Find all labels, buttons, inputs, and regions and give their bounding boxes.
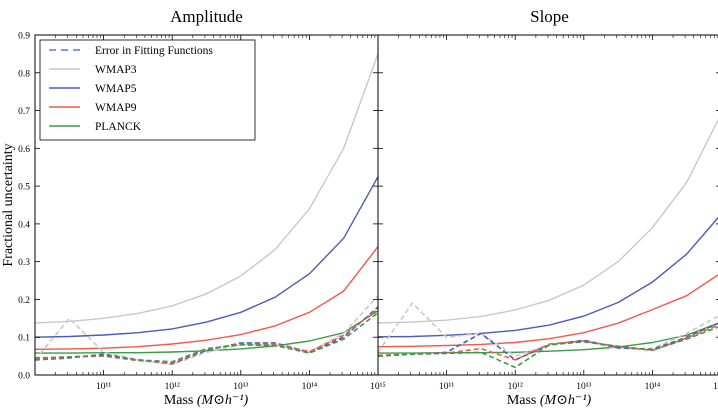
- legend-label-wmap3: WMAP3: [95, 64, 137, 76]
- ytick-label: 0.9: [18, 32, 30, 42]
- x-axis-label-unit: (M⊙h⁻¹): [197, 393, 249, 408]
- amplitude-xtick-label: 10¹⁵: [370, 382, 386, 392]
- slope-xtick-label: 10¹²: [508, 382, 523, 392]
- ytick-label: 0.6: [18, 145, 30, 155]
- slope-panel: Slope 10¹¹ 10¹² 10¹³ 10¹⁴ 10¹⁵: [377, 7, 718, 392]
- amplitude-xtick-label: 10¹²: [165, 382, 180, 392]
- ytick-label: 0.2: [18, 296, 30, 306]
- x-axis-label-text: Mass: [164, 393, 197, 408]
- amplitude-title: Amplitude: [170, 7, 243, 26]
- amplitude-series-planck: [35, 310, 379, 354]
- x-axis-label-left: Mass (M⊙h⁻¹): [164, 393, 249, 408]
- amplitude-series-error-in-fitting-functions-planck: [34, 312, 379, 363]
- ytick-label: 0.8: [18, 69, 30, 79]
- amplitude-xtick-label: 10¹⁴: [302, 382, 318, 392]
- ytick-label: 0.0: [18, 372, 30, 382]
- amplitude-xtick-label: 10¹¹: [96, 382, 111, 392]
- ytick-label: 0.3: [18, 258, 30, 268]
- amplitude-series-wmap5: [34, 176, 379, 338]
- x-axis-label-unit: (M⊙h⁻¹): [540, 393, 592, 408]
- slope-xtick-label: 10¹¹: [439, 382, 454, 392]
- amplitude-xtick-label: 10¹³: [233, 382, 248, 392]
- legend-label-wmap5: WMAP5: [95, 83, 137, 95]
- legend-label-planck: PLANCK: [95, 121, 142, 133]
- slope-series-wmap5: [377, 216, 718, 338]
- ytick-label: 0.4: [18, 220, 30, 230]
- amplitude-series-wmap9: [34, 246, 379, 350]
- slope-xtick-label: 10¹⁵: [713, 382, 718, 392]
- ytick-label: 0.1: [18, 334, 30, 344]
- legend-label-error-in-fitting-functions: Error in Fitting Functions: [95, 45, 213, 57]
- slope-xtick-label: 10¹³: [576, 382, 591, 392]
- slope-series-error-in-fitting-functions-planck: [377, 326, 718, 369]
- legend: Error in Fitting Functions WMAP3 WMAP5 WMAP…: [39, 39, 256, 141]
- x-axis-label-right: Mass (M⊙h⁻¹): [507, 393, 592, 408]
- slope-title: Slope: [530, 7, 569, 26]
- legend-box: [39, 39, 256, 141]
- ytick-label: 0.5: [18, 183, 30, 193]
- y-axis: 0.0 0.1 0.2 0.3 0.4 0.5 0.6 0.7 0.8 0.9: [18, 32, 30, 382]
- slope-frame: [377, 34, 718, 376]
- slope-series-wmap3: [377, 118, 718, 324]
- amplitude-series-wmap3: [34, 53, 379, 324]
- amplitude-series-error-in-fitting-functions-wmap3: [34, 295, 379, 366]
- slope-series-wmap9: [377, 274, 718, 348]
- slope-plot-area: [378, 35, 718, 375]
- ytick-label: 0.7: [18, 107, 30, 117]
- legend-label-wmap9: WMAP9: [95, 102, 137, 114]
- y-axis-label: Fractional uncertainty: [1, 143, 16, 266]
- x-axis-label-text: Mass: [507, 393, 540, 408]
- slope-xtick-label: 10¹⁴: [645, 382, 661, 392]
